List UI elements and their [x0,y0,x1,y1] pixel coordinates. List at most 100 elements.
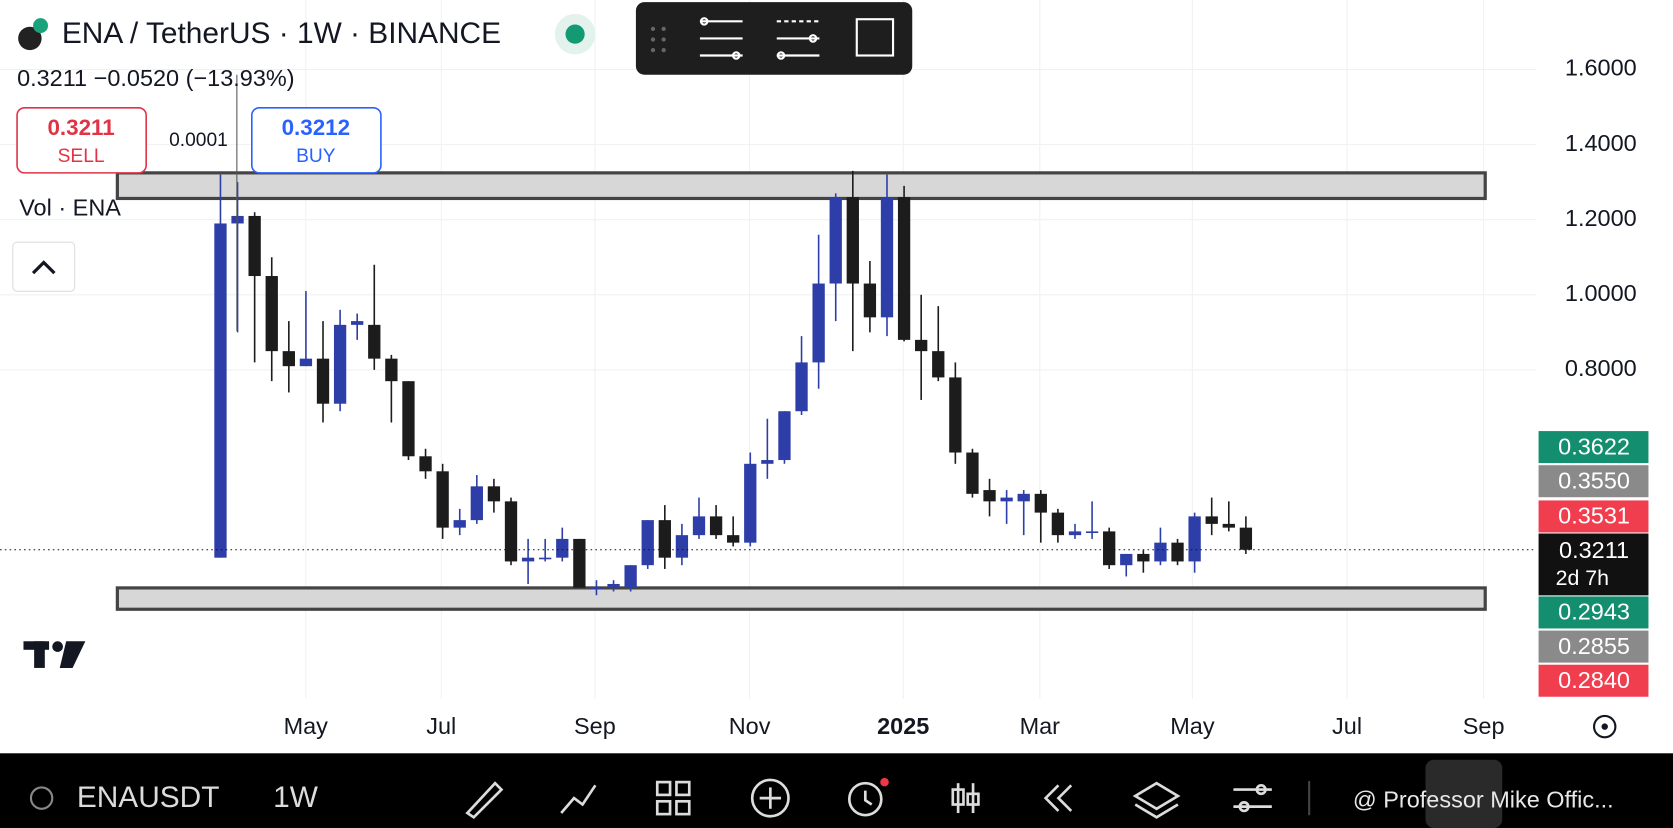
candle-body [983,490,996,502]
buy-price: 0.3212 [282,115,350,140]
candle-body [692,516,706,536]
candle-body [265,276,278,352]
market-status [565,24,585,44]
drawing-toolbar [635,2,913,75]
price-badges: 0.3622 0.3550 0.3531 0.3211 2d 7h 0.2943 0.285… [1538,431,1649,697]
price-badge-label: 0.3531 [1558,503,1630,529]
countdown: 2d 7h [1556,566,1609,590]
price-badge-label: 0.3622 [1558,433,1630,459]
fullscreen-button[interactable] [1425,759,1503,828]
price-badge [1538,431,1649,464]
candle-body [316,358,330,404]
resistance-zone[interactable] [115,171,1487,201]
x-tick-label: Jul [426,713,456,739]
candle-body [1103,531,1116,566]
layout-tool[interactable] [655,780,672,797]
price-badge-label: 0.3211 [1559,537,1629,563]
candle-body [385,358,398,382]
candle-body [846,197,859,284]
price-badge [1538,596,1649,629]
bottom-tools [465,778,1272,820]
y-tick-label: 1.4000 [1565,130,1637,156]
tool-rectangle[interactable] [855,18,895,57]
symbol-title: ENA / TetherUS · 1W · BINANCE [62,17,501,50]
candle-body [1085,531,1099,533]
price-badge [1538,630,1649,663]
y-tick-label: 1.6000 [1565,55,1637,81]
price-badge-label: 0.3550 [1558,467,1630,493]
collapse-icon [31,260,56,275]
candle-body [402,381,415,457]
candle-body [453,520,466,528]
candle-body [1171,542,1184,562]
candle-body [368,324,381,359]
bottom-symbol[interactable]: ENAUSDT [77,781,220,814]
candle-body [248,215,261,277]
candle-body [470,486,483,521]
bottom-bar [0,753,1673,828]
y-tick-label: 1.2000 [1565,205,1637,231]
support-zone[interactable] [115,586,1487,611]
price-badge [1538,664,1649,697]
candle-body [1000,497,1013,502]
price-badge [1538,500,1649,533]
tool-fib[interactable] [776,20,820,60]
y-tick-label: 0.8000 [1565,355,1637,381]
candle-body [1239,527,1253,550]
candle-body [778,411,791,461]
candle-body [624,565,637,588]
volume-label: Vol · ENA [19,194,121,220]
candle-body [897,197,911,340]
x-tick-label: May [284,713,329,739]
layers-tool[interactable] [1132,781,1181,819]
candle-body [675,535,689,558]
settings-icon[interactable] [1592,714,1617,739]
tool-parallel-channel[interactable] [699,17,743,60]
candle-body [419,456,432,472]
price-badge [1538,533,1649,596]
coin-badge [33,18,49,34]
candle-body [641,520,654,566]
candle-body [1051,512,1065,536]
watermark: @ Professor Mike Offic... [1353,787,1614,813]
candle-body [556,538,569,558]
candles [0,170,1537,596]
candle-body [812,283,825,363]
candle-body [299,358,313,367]
candle-body [521,557,535,562]
candle-body [658,520,671,558]
draw-tool[interactable] [465,781,504,820]
drag-handle [650,26,666,53]
candle-body [1034,493,1047,513]
coin-icon [18,26,42,51]
candle-body [607,583,620,588]
collapse-button[interactable] [12,241,76,292]
ohlc-summary: 0.3211 −0.0520 (−13.93%) [17,65,294,91]
candle-body [932,351,945,378]
price-badge-label: 0.2943 [1558,599,1630,625]
alert-tool[interactable] [847,781,883,817]
x-tick-label: 2025 [877,713,929,739]
x-tick-label: Sep [1463,713,1505,739]
candle-body [727,535,740,543]
buy-button[interactable] [251,106,382,174]
x-tick-label: Nov [729,713,771,739]
spread: 0.0001 [169,130,228,151]
replay-tool[interactable] [1043,784,1073,812]
candle-body [1222,523,1235,528]
candle-body [915,339,928,352]
candle-body [744,463,757,543]
candle-body [795,362,808,412]
add-tool[interactable] [750,778,790,818]
x-tick-label: Mar [1020,713,1061,739]
candle-body [333,324,347,404]
indicators-tool[interactable] [560,784,597,814]
candle-body [949,377,962,453]
candle-body [282,351,295,367]
sell-button[interactable] [16,106,147,174]
candle-body [966,452,979,494]
candle-body [487,486,501,502]
bottom-interval[interactable]: 1W [273,781,319,814]
x-tick-label: May [1170,713,1215,739]
